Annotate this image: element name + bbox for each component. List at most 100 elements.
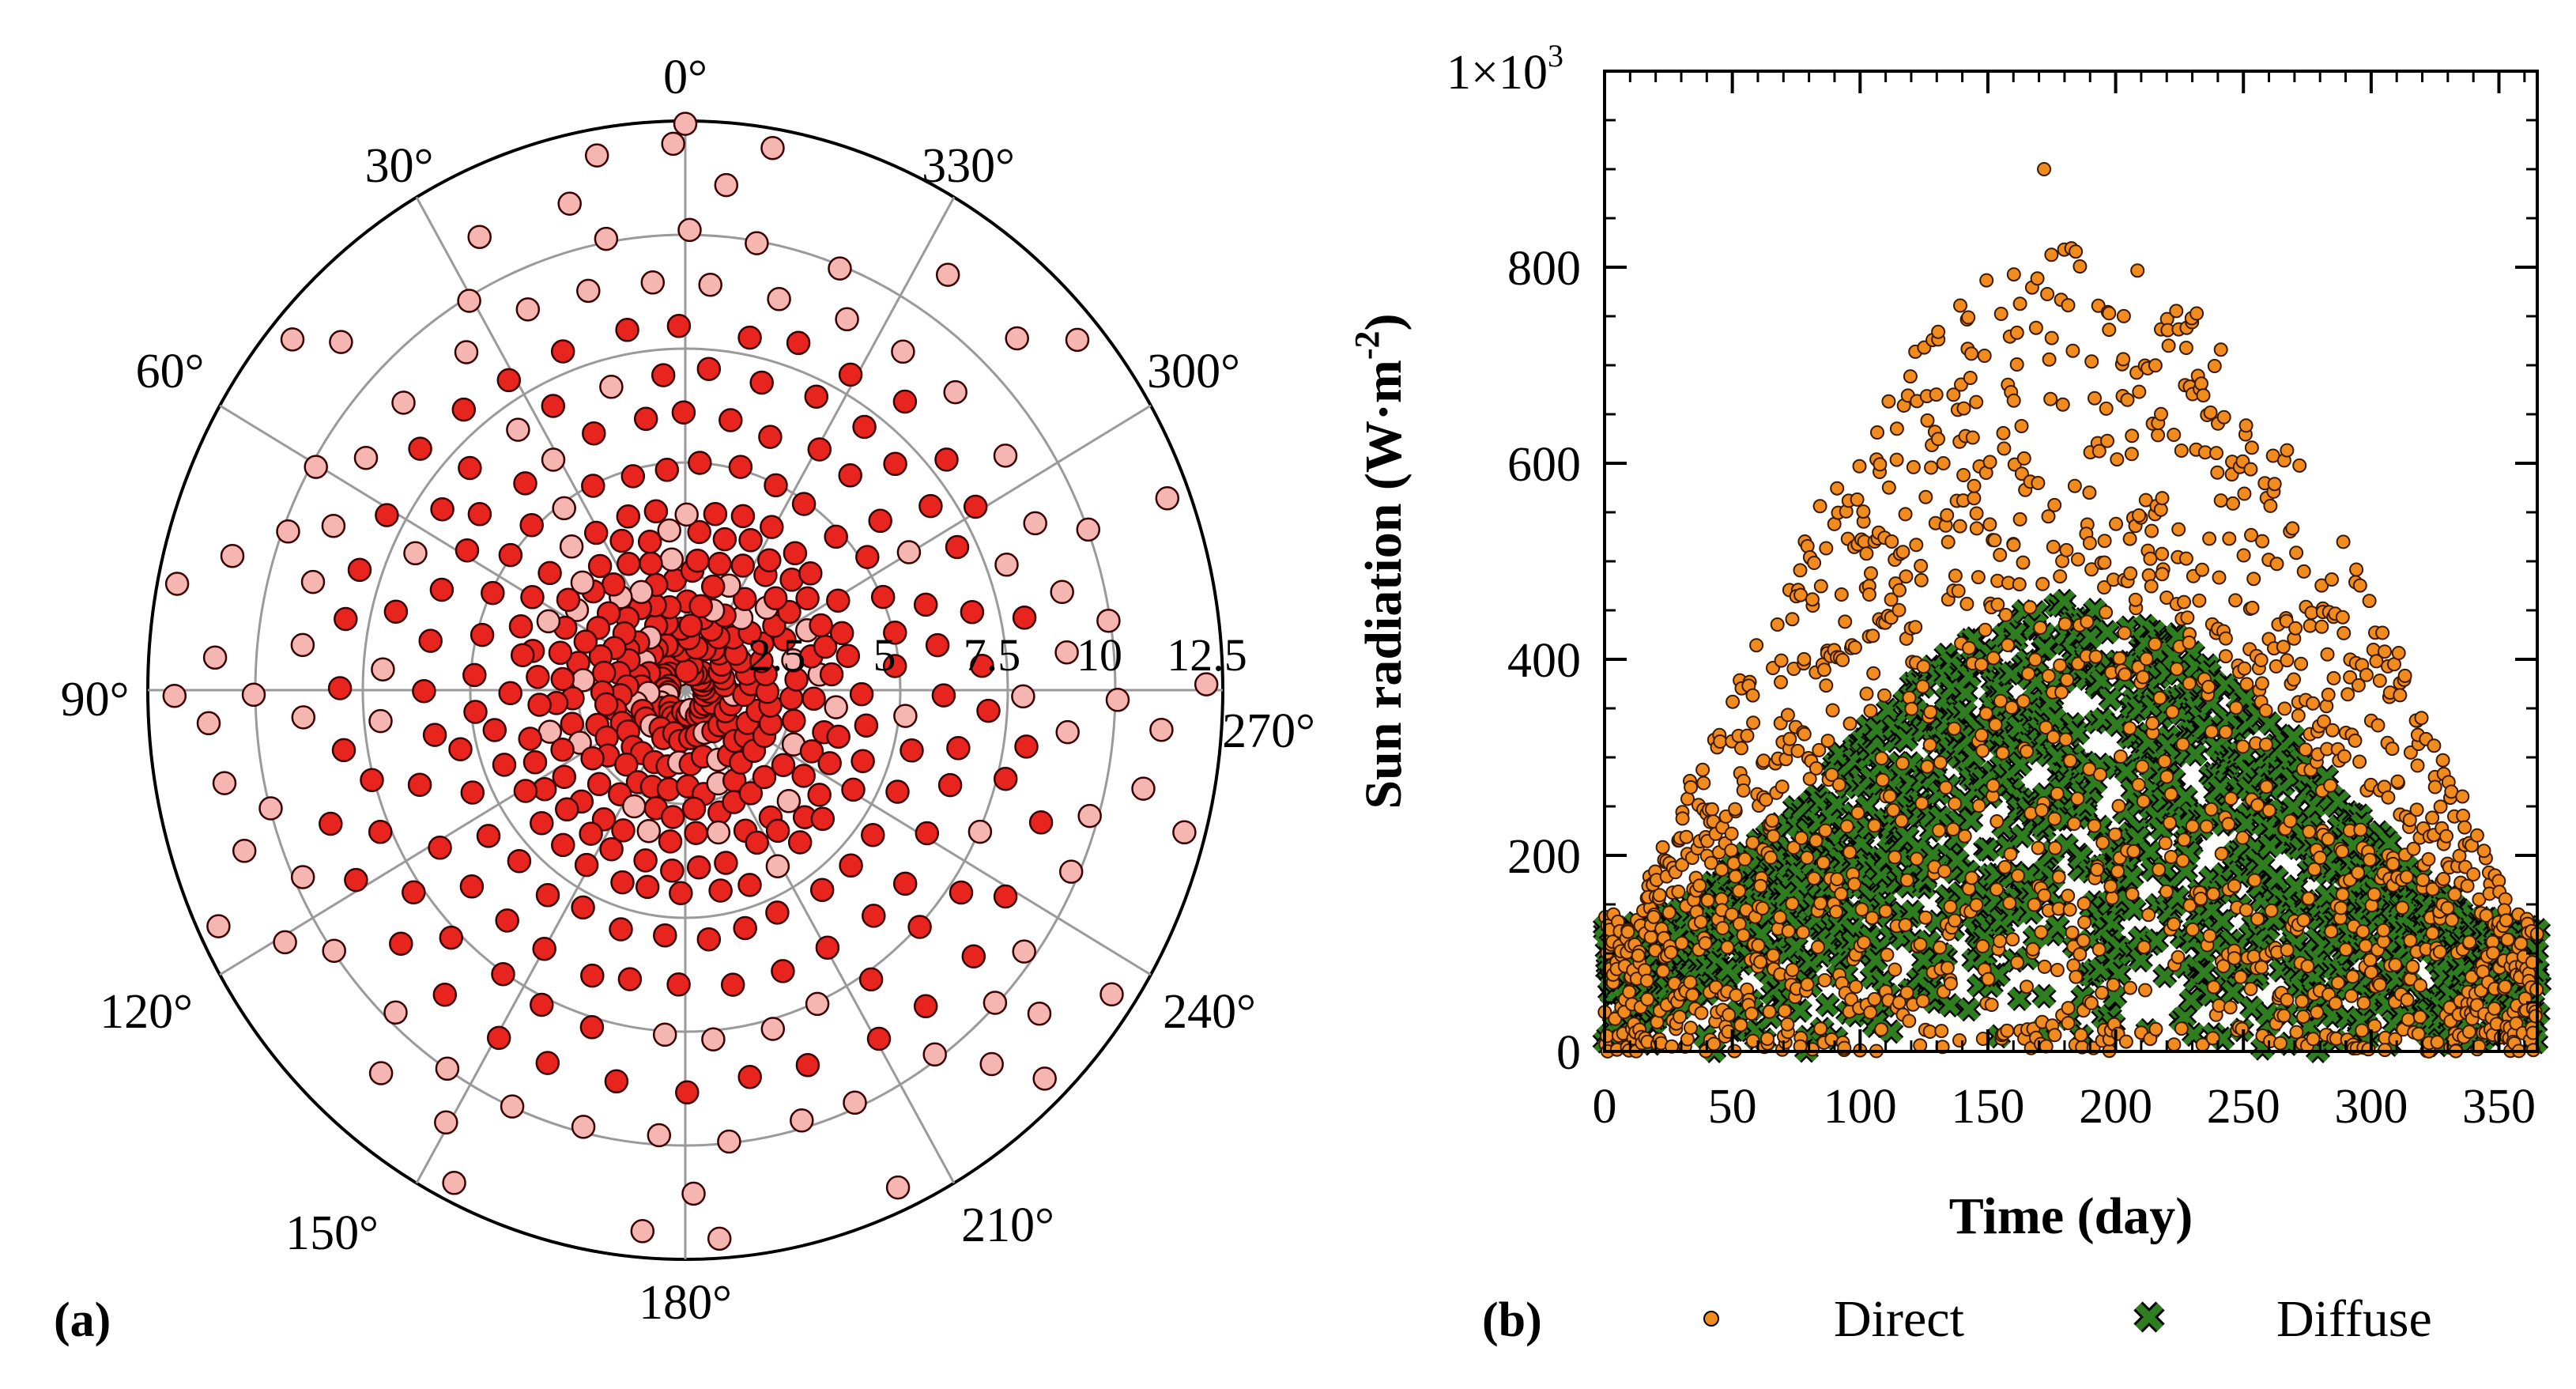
direct-point xyxy=(2061,889,2076,904)
direct-point xyxy=(2280,942,2295,957)
direct-point xyxy=(1903,369,1918,384)
polar-point xyxy=(1077,803,1102,828)
direct-point xyxy=(1599,1029,1614,1044)
x-tick-label: 350 xyxy=(2462,1080,2536,1134)
direct-point xyxy=(1956,401,1971,416)
polar-point xyxy=(935,262,960,287)
direct-point xyxy=(2159,884,2174,899)
direct-point xyxy=(1943,900,1958,914)
direct-point xyxy=(2320,647,2335,662)
polar-point xyxy=(617,967,643,991)
direct-point xyxy=(1915,679,1930,694)
polar-point xyxy=(798,561,823,586)
direct-point xyxy=(2072,947,2088,962)
direct-point xyxy=(1974,657,1989,672)
direct-point xyxy=(1698,936,1713,951)
polar-angle-label: 300° xyxy=(1147,345,1240,398)
polar-point xyxy=(481,580,505,606)
polar-point xyxy=(258,796,283,821)
direct-point xyxy=(1933,755,1948,770)
legend-diffuse-label: Diffuse xyxy=(2276,1290,2432,1348)
polar-point xyxy=(353,445,379,470)
direct-point xyxy=(2218,649,2233,664)
direct-point xyxy=(2050,786,2065,801)
direct-point xyxy=(2400,992,2415,1007)
direct-point xyxy=(1807,556,1822,570)
direct-point xyxy=(2103,879,2118,894)
polar-point xyxy=(635,874,660,900)
polar-point xyxy=(681,796,707,821)
polar-point xyxy=(795,586,820,611)
direct-point xyxy=(1877,688,1891,703)
direct-point xyxy=(2326,670,2341,685)
direct-point xyxy=(1984,998,1999,1012)
polar-point xyxy=(805,991,830,1017)
polar-point xyxy=(583,520,609,545)
polar-point xyxy=(1194,672,1219,696)
direct-point xyxy=(2148,1021,2163,1036)
direct-point xyxy=(1680,1032,1695,1047)
direct-point xyxy=(2277,701,2292,716)
polar-point xyxy=(782,708,806,733)
x-tick-label: 200 xyxy=(2079,1080,2152,1134)
direct-point xyxy=(2043,391,2058,406)
polar-point xyxy=(658,829,683,854)
polar-point xyxy=(652,1022,677,1047)
direct-point xyxy=(1684,779,1699,795)
direct-point xyxy=(1749,638,1764,653)
direct-point xyxy=(2344,988,2359,1003)
polar-angle-label: 60° xyxy=(136,345,205,398)
direct-point xyxy=(1940,961,1955,976)
polar-point xyxy=(737,325,762,350)
direct-point xyxy=(1990,814,2005,828)
direct-point xyxy=(2009,357,2024,372)
direct-point xyxy=(2385,742,2400,757)
direct-point xyxy=(2001,638,2016,652)
polar-point xyxy=(967,819,993,844)
direct-point xyxy=(2182,635,2197,650)
direct-point xyxy=(1766,828,1781,844)
direct-point xyxy=(1842,845,1858,859)
polar-point xyxy=(749,370,774,395)
polar-point xyxy=(946,736,971,761)
direct-point xyxy=(2356,995,2371,1010)
direct-point xyxy=(2167,1037,2182,1052)
polar-point xyxy=(826,724,850,749)
direct-point xyxy=(1847,877,1861,892)
polar-point xyxy=(391,391,416,415)
direct-point xyxy=(1679,829,1694,844)
direct-point xyxy=(2051,870,2066,885)
polar-point xyxy=(817,751,842,776)
polar-point xyxy=(882,654,907,678)
polar-point xyxy=(752,764,777,790)
direct-point xyxy=(2136,794,2151,809)
polar-point xyxy=(913,592,938,617)
direct-point xyxy=(2204,802,2219,817)
direct-point xyxy=(1971,570,1986,585)
polar-point xyxy=(738,781,764,806)
direct-point xyxy=(2061,1001,2076,1016)
direct-point xyxy=(2209,446,2223,461)
polar-point xyxy=(654,458,680,482)
direct-point xyxy=(2185,819,2200,834)
direct-point xyxy=(2413,978,2427,993)
polar-point xyxy=(688,451,712,475)
polar-chart: 0° 30° 60° 90° 120° 150° 180° 210° 240° 270° 300° 3… xyxy=(61,51,1315,1330)
direct-point xyxy=(2372,977,2387,992)
polar-point xyxy=(712,527,737,552)
direct-point xyxy=(1982,517,1997,532)
x-tick-label: 50 xyxy=(1708,1080,1757,1134)
polar-point xyxy=(651,363,676,387)
direct-point xyxy=(2027,897,2042,912)
direct-point xyxy=(2361,1042,2376,1057)
polar-point xyxy=(1105,688,1130,712)
polar-point xyxy=(745,231,769,255)
polar-point xyxy=(617,551,641,576)
polar-point xyxy=(937,772,963,798)
direct-point xyxy=(2462,934,2477,949)
polar-point xyxy=(961,944,986,968)
polar-point xyxy=(604,1069,629,1094)
direct-point xyxy=(2037,959,2052,974)
legend-direct-label: Direct xyxy=(1834,1290,1964,1348)
direct-point xyxy=(2159,769,2174,784)
